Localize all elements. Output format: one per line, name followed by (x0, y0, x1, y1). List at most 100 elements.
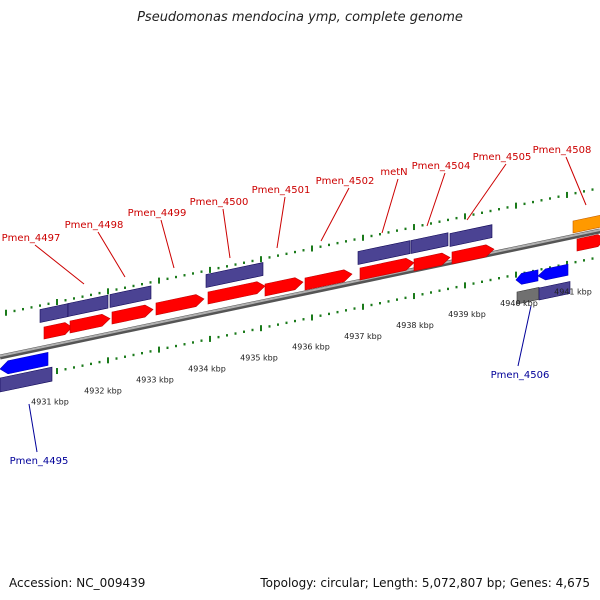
lower-tick-track-mark (64, 368, 67, 371)
upper-tick-track-mark (158, 277, 160, 284)
upper-tick-track-mark (413, 224, 415, 231)
lower-tick-track-mark (362, 303, 364, 310)
upper-tick-track-mark (226, 265, 228, 268)
lower-tick-track-mark (472, 282, 475, 285)
upper-tick-track-mark (404, 227, 407, 231)
upper-tick-track-mark (549, 197, 551, 200)
upper-tick-track-mark (277, 254, 279, 257)
upper-tick-track-mark (498, 208, 500, 211)
upper-tick-track-mark (22, 307, 24, 311)
lower-tick-track-mark (243, 330, 245, 333)
forward-gene-leader (320, 187, 350, 242)
lower-tick-track-mark (387, 300, 390, 303)
lower-tick-track-mark (421, 293, 424, 296)
upper-tick-track-mark (13, 309, 16, 313)
forward-gene-leader (466, 163, 507, 221)
lower-tick-track-mark (557, 264, 560, 267)
upper-tick-track-mark (319, 245, 322, 248)
upper-tick-track-mark (523, 202, 526, 206)
lower-tick-track-mark (336, 310, 339, 314)
forward-gene-label: Pmen_4501 (252, 185, 311, 196)
reverse-gene-bar (0, 366, 53, 393)
lower-tick-track-mark (277, 323, 279, 326)
upper-tick-track-mark (532, 200, 534, 204)
lower-tick-track-mark (447, 287, 449, 291)
lower-tick-track-mark (132, 353, 135, 357)
upper-tick-track-mark (328, 243, 330, 247)
upper-tick-track-mark (438, 220, 441, 223)
lower-tick-track-mark (566, 260, 568, 267)
upper-tick-track-mark (583, 190, 585, 193)
lower-tick-track-mark (515, 271, 517, 278)
lower-tick-track-mark (353, 307, 356, 310)
genome-backbone-highlight (0, 229, 600, 357)
reverse-cds-arrow (515, 269, 539, 285)
upper-tick-track-mark (566, 191, 568, 198)
forward-gene-label: Pmen_4505 (473, 152, 532, 163)
forward-gene-leader (97, 231, 126, 278)
upper-tick-track-mark (30, 306, 33, 309)
upper-tick-track-mark (353, 238, 356, 241)
upper-tick-track-mark (268, 256, 271, 259)
upper-tick-track-mark (115, 288, 118, 291)
lower-tick-track-mark (234, 332, 237, 335)
lower-tick-track-mark (506, 275, 509, 278)
forward-cds-arrow (576, 234, 600, 252)
upper-tick-track-mark (421, 224, 424, 227)
kbp-tick-label: 4934 kbp (188, 365, 226, 374)
upper-tick-track-mark (209, 266, 211, 273)
upper-tick-track-mark (124, 286, 126, 289)
accession-label: Accession: NC_009439 (9, 576, 146, 590)
lower-tick-track-mark (98, 360, 101, 364)
forward-gene-bar (410, 232, 449, 254)
upper-tick-track-mark (251, 259, 254, 263)
upper-tick-track-mark (47, 302, 50, 306)
lower-tick-track-mark (158, 346, 160, 353)
kbp-tick-label: 4935 kbp (240, 354, 278, 363)
upper-tick-track-mark (90, 293, 92, 297)
kbp-tick-label: 4932 kbp (84, 386, 122, 395)
topology-label: Topology: circular; Length: 5,072,807 bp… (260, 576, 590, 590)
other-feature-bar (572, 215, 600, 234)
upper-tick-track-mark (506, 206, 509, 209)
forward-cds-arrow (413, 252, 451, 272)
upper-tick-track-mark (345, 240, 347, 243)
forward-gene-leader (426, 172, 446, 227)
upper-tick-track-mark (81, 295, 84, 298)
lower-tick-track-mark (192, 341, 194, 344)
lower-tick-track-mark (302, 318, 305, 321)
lower-tick-track-mark (124, 355, 126, 358)
forward-gene-label: Pmen_4497 (2, 233, 61, 244)
forward-gene-bar (39, 303, 69, 323)
upper-tick-track-mark (302, 249, 305, 252)
lower-tick-track-mark (285, 321, 288, 325)
forward-gene-bar (109, 285, 152, 308)
forward-cds-arrow (69, 313, 111, 334)
upper-tick-track-mark (141, 282, 143, 286)
upper-tick-track-mark (107, 288, 109, 295)
forward-cds-arrow (359, 258, 415, 281)
forward-gene-bar (449, 224, 493, 247)
upper-tick-track-mark (217, 266, 220, 270)
forward-gene-leader (276, 196, 286, 249)
upper-tick-track-mark (183, 274, 186, 277)
reverse-gene-bar (538, 281, 571, 301)
upper-tick-track-mark (39, 304, 41, 307)
lower-tick-track-mark (379, 302, 381, 305)
upper-tick-track-mark (175, 275, 177, 279)
forward-gene-label: Pmen_4500 (190, 197, 249, 208)
forward-gene-bar (357, 240, 411, 265)
lower-tick-track-mark (209, 335, 211, 342)
lower-tick-track-mark (498, 277, 500, 280)
lower-tick-track-mark (56, 368, 58, 375)
kbp-tick-label: 4936 kbp (292, 343, 330, 352)
lower-tick-track-mark (73, 366, 75, 369)
lower-tick-track-mark (294, 319, 296, 323)
lower-tick-track-mark (430, 291, 432, 294)
forward-cds-arrow (264, 277, 304, 297)
map-title: Pseudomonas mendocina ymp, complete geno… (137, 10, 463, 25)
kbp-tick-label: 4940 kbp (500, 299, 538, 308)
lower-tick-track-mark (481, 280, 483, 283)
reverse-gene-leader (517, 305, 532, 367)
